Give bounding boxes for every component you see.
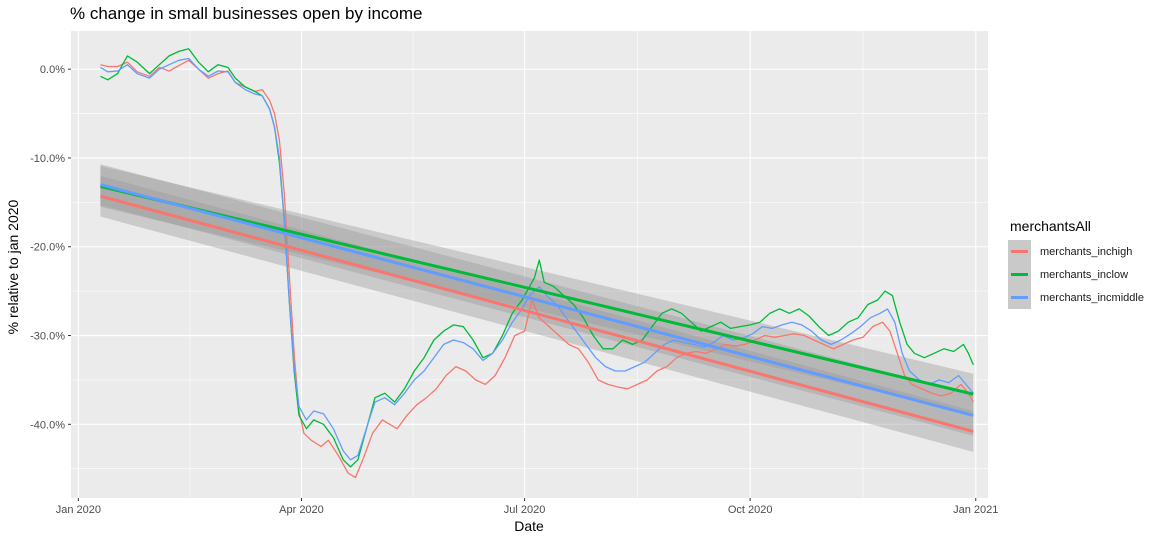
- x-tick-label: Apr 2020: [279, 504, 324, 516]
- y-axis-title: % relative to jan 2020: [5, 199, 21, 334]
- legend-swatch: [1011, 273, 1028, 276]
- series-line-merchants_inclow: [100, 48, 974, 468]
- x-tick-label: Jul 2020: [504, 504, 546, 516]
- x-tick-label: Oct 2020: [728, 504, 773, 516]
- legend-label: merchants_incmiddle: [1040, 291, 1144, 304]
- legend-item-inclow: merchants_inclow: [1008, 263, 1144, 286]
- legend-item-incmiddle: merchants_incmiddle: [1008, 286, 1144, 309]
- trend-line-merchants_inclow: [100, 184, 974, 396]
- y-tick-label: -40.0%: [30, 419, 65, 431]
- x-tick-label: Jan 2020: [56, 504, 101, 516]
- legend: merchantsAll merchants_inchigh merchants…: [1008, 218, 1144, 309]
- series-lines: [100, 48, 974, 479]
- chart-title: % change in small businesses open by inc…: [70, 4, 423, 23]
- trend-line-merchants_incmiddle: [100, 183, 974, 417]
- legend-item-inchigh: merchants_inchigh: [1008, 240, 1144, 263]
- legend-label: merchants_inchigh: [1040, 245, 1133, 258]
- legend-title: merchantsAll: [1010, 218, 1091, 234]
- legend-swatch: [1011, 296, 1028, 299]
- x-tick-label: Jan 2021: [953, 504, 998, 516]
- legend-key-inchigh: [1008, 240, 1031, 263]
- y-tick-label: -20.0%: [30, 242, 65, 254]
- legend-label: merchants_inclow: [1040, 268, 1129, 281]
- trend-lines: [100, 183, 974, 433]
- x-axis-title: Date: [514, 518, 544, 534]
- plot-panel: [71, 31, 988, 498]
- y-tick-label: 0.0%: [40, 64, 65, 76]
- trend-line-merchants_inchigh: [100, 194, 974, 433]
- series-line-merchants_incmiddle: [100, 57, 974, 461]
- legend-key-incmiddle: [1008, 286, 1031, 309]
- y-tick-label: -30.0%: [30, 331, 65, 343]
- y-axis: 0.0% -10.0% -20.0% -30.0% -40.0%: [30, 64, 71, 431]
- x-axis: Jan 2020 Apr 2020 Jul 2020 Oct 2020 Jan 2021: [56, 498, 998, 516]
- y-tick-label: -10.0%: [30, 153, 65, 165]
- legend-swatch: [1011, 250, 1028, 253]
- legend-key-inclow: [1008, 263, 1031, 286]
- series-line-merchants_inchigh: [100, 59, 974, 479]
